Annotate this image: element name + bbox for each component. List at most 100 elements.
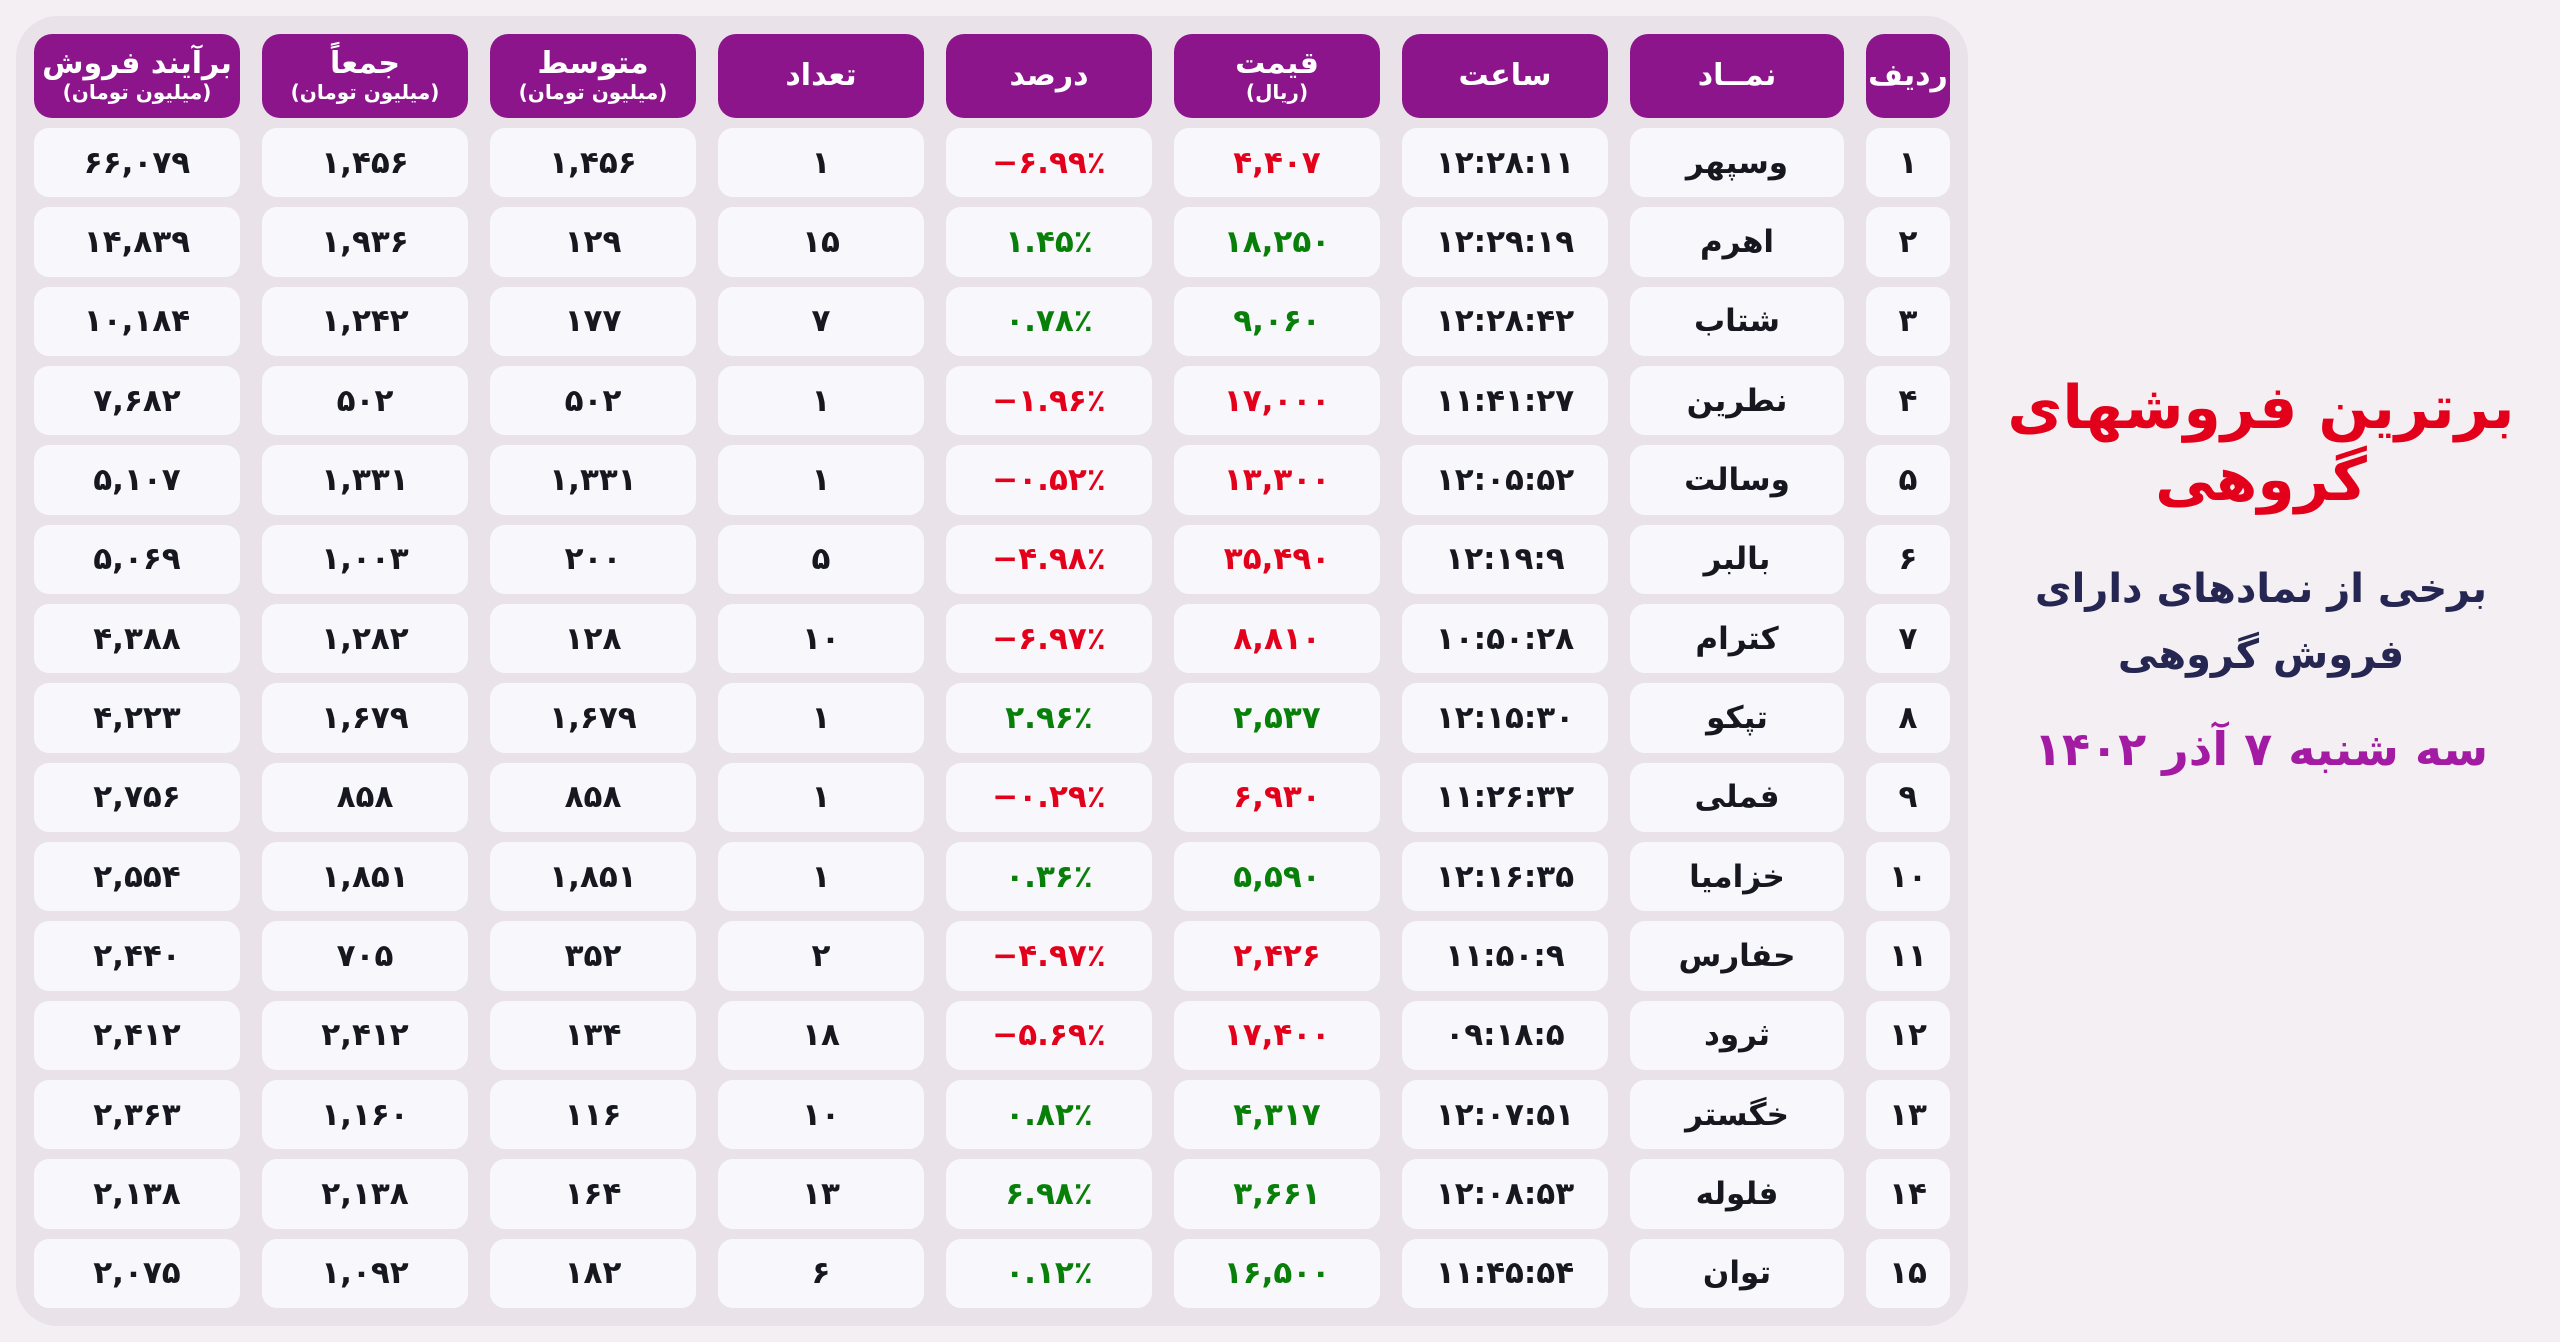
- cell-time: ۱۰:۵۰:۲۸: [1402, 604, 1608, 674]
- cell-avg: ۱,۳۳۱: [490, 445, 696, 515]
- header-net-label: برآیند فروش: [42, 46, 232, 81]
- cell-symbol: شتاب: [1630, 286, 1844, 356]
- header-count: تعداد: [718, 34, 924, 118]
- cell-rank: ۱: [1866, 128, 1950, 198]
- cell-time: ۱۲:۰۷:۵۱: [1402, 1080, 1608, 1150]
- subtitle-line-1: برخی از نمادهای دارای: [2034, 566, 2488, 612]
- cell-count: ۱۵: [718, 207, 924, 277]
- cell-price: ۱۸,۲۵۰: [1174, 207, 1380, 277]
- cell-symbol: نطرین: [1630, 366, 1844, 436]
- cell-sum: ۱,۲۸۲: [262, 604, 468, 674]
- header-net-unit: (میلیون تومان): [62, 80, 212, 105]
- cell-avg: ۸۵۸: [490, 762, 696, 832]
- cell-time: ۱۲:۲۸:۱۱: [1402, 128, 1608, 198]
- cell-count: ۱: [718, 683, 924, 753]
- cell-net: ۲,۷۵۶: [34, 762, 240, 832]
- cell-price: ۱۳,۳۰۰: [1174, 445, 1380, 515]
- cell-avg: ۱۸۲: [490, 1238, 696, 1308]
- cell-price: ۱۶,۵۰۰: [1174, 1238, 1380, 1308]
- cell-percent: −۰.۲۹٪: [946, 762, 1152, 832]
- cell-time: ۱۲:۱۵:۳۰: [1402, 683, 1608, 753]
- cell-symbol: وسپهر: [1630, 128, 1844, 198]
- cell-sum: ۱,۱۶۰: [262, 1080, 468, 1150]
- cell-net: ۵,۰۶۹: [34, 524, 240, 594]
- cell-net: ۲,۴۱۲: [34, 1000, 240, 1070]
- cell-time: ۱۲:۲۸:۴۲: [1402, 286, 1608, 356]
- cell-rank: ۴: [1866, 366, 1950, 436]
- cell-sum: ۲,۴۱۲: [262, 1000, 468, 1070]
- title-panel: برترین فروشهای گروهی برخی از نمادهای دار…: [1975, 372, 2547, 776]
- cell-percent: ۱.۴۵٪: [946, 207, 1152, 277]
- cell-symbol: حفارس: [1630, 921, 1844, 991]
- cell-price: ۱۷,۴۰۰: [1174, 1000, 1380, 1070]
- cell-price: ۹,۰۶۰: [1174, 286, 1380, 356]
- header-count-label: تعداد: [785, 57, 857, 93]
- cell-sum: ۱,۰۰۳: [262, 524, 468, 594]
- cell-sum: ۱,۲۴۲: [262, 286, 468, 356]
- cell-symbol: توان: [1630, 1238, 1844, 1308]
- cell-time: ۱۲:۰۸:۵۳: [1402, 1159, 1608, 1229]
- cell-avg: ۳۵۲: [490, 921, 696, 991]
- cell-avg: ۱,۴۵۶: [490, 128, 696, 198]
- cell-symbol: تپکو: [1630, 683, 1844, 753]
- cell-avg: ۱۷۷: [490, 286, 696, 356]
- cell-count: ۱: [718, 445, 924, 515]
- cell-rank: ۱۴: [1866, 1159, 1950, 1229]
- cell-net: ۱۴,۸۳۹: [34, 207, 240, 277]
- cell-percent: ۶.۹۸٪: [946, 1159, 1152, 1229]
- cell-price: ۲,۴۲۶: [1174, 921, 1380, 991]
- cell-net: ۴,۳۸۸: [34, 604, 240, 674]
- cell-rank: ۳: [1866, 286, 1950, 356]
- cell-symbol: فلوله: [1630, 1159, 1844, 1229]
- header-net: برآیند فروش (میلیون تومان): [34, 34, 240, 118]
- cell-percent: ۰.۸۲٪: [946, 1080, 1152, 1150]
- cell-time: ۱۱:۵۰:۹: [1402, 921, 1608, 991]
- cell-percent: ۰.۷۸٪: [946, 286, 1152, 356]
- cell-sum: ۷۰۵: [262, 921, 468, 991]
- cell-symbol: خگستر: [1630, 1080, 1844, 1150]
- cell-sum: ۱,۳۳۱: [262, 445, 468, 515]
- cell-avg: ۵۰۲: [490, 366, 696, 436]
- header-time-label: ساعت: [1458, 57, 1552, 93]
- cell-percent: −۴.۹۷٪: [946, 921, 1152, 991]
- cell-count: ۱۰: [718, 1080, 924, 1150]
- cell-rank: ۱۳: [1866, 1080, 1950, 1150]
- cell-net: ۲,۳۶۳: [34, 1080, 240, 1150]
- header-percent-label: درصد: [1009, 57, 1089, 93]
- cell-percent: −۶.۹۹٪: [946, 128, 1152, 198]
- date-label: سه شنبه ۷ آذر ۱۴۰۲: [2033, 722, 2489, 776]
- cell-percent: −۴.۹۸٪: [946, 524, 1152, 594]
- cell-time: ۱۲:۲۹:۱۹: [1402, 207, 1608, 277]
- cell-sum: ۱,۹۳۶: [262, 207, 468, 277]
- cell-symbol: فملی: [1630, 762, 1844, 832]
- cell-symbol: وسالت: [1630, 445, 1844, 515]
- cell-avg: ۱۶۴: [490, 1159, 696, 1229]
- cell-count: ۱: [718, 128, 924, 198]
- cell-rank: ۲: [1866, 207, 1950, 277]
- cell-price: ۵,۵۹۰: [1174, 842, 1380, 912]
- header-percent: درصد: [946, 34, 1152, 118]
- cell-rank: ۸: [1866, 683, 1950, 753]
- cell-count: ۱: [718, 762, 924, 832]
- header-sum-unit: (میلیون تومان): [290, 80, 440, 105]
- page-title: برترین فروشهای گروهی: [2007, 373, 2515, 515]
- cell-percent: ۲.۹۶٪: [946, 683, 1152, 753]
- cell-symbol: خزامیا: [1630, 842, 1844, 912]
- header-symbol: نمــاد: [1630, 34, 1844, 118]
- cell-percent: −۰.۵۲٪: [946, 445, 1152, 515]
- header-avg: متوسط (میلیون تومان): [490, 34, 696, 118]
- cell-avg: ۱۲۹: [490, 207, 696, 277]
- cell-count: ۱۸: [718, 1000, 924, 1070]
- cell-symbol: بالبر: [1630, 524, 1844, 594]
- cell-net: ۶۶,۰۷۹: [34, 128, 240, 198]
- group-sales-table: ردیف نمــاد ساعت قیمت (ریال) درصد تعداد متوسط (م…: [16, 16, 1968, 1326]
- cell-time: ۱۲:۰۵:۵۲: [1402, 445, 1608, 515]
- cell-avg: ۱,۸۵۱: [490, 842, 696, 912]
- cell-rank: ۱۲: [1866, 1000, 1950, 1070]
- cell-price: ۱۷,۰۰۰: [1174, 366, 1380, 436]
- cell-count: ۱: [718, 842, 924, 912]
- header-price-label: قیمت: [1235, 46, 1319, 81]
- cell-time: ۱۲:۱۹:۹: [1402, 524, 1608, 594]
- header-time: ساعت: [1402, 34, 1608, 118]
- cell-sum: ۱,۸۵۱: [262, 842, 468, 912]
